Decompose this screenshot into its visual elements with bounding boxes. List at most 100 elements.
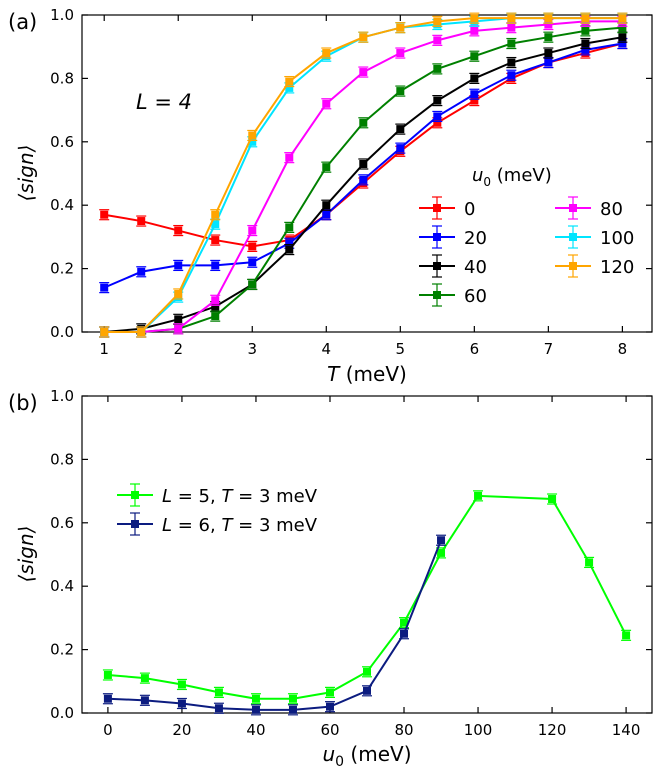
- y-tick-label: 1.0: [50, 387, 74, 405]
- y-tick-label: 0.0: [50, 704, 74, 722]
- annotation-text: L = 4: [136, 90, 192, 114]
- x-tick-label: 6: [470, 340, 480, 358]
- data-point: [544, 58, 553, 67]
- x-axis-label-a: T (meV): [327, 362, 407, 386]
- data-point: [322, 99, 331, 108]
- panel-b: (b) u0 (meV) ⟨sign⟩ 0 20 40 60 80 100 120 140 0.…: [8, 387, 653, 770]
- legend-item-40: 40: [419, 254, 487, 278]
- data-point: [507, 23, 516, 32]
- legend-label-part: = 5,: [172, 486, 221, 507]
- data-point: [618, 23, 627, 32]
- data-point: [433, 36, 442, 45]
- legend-title: u0 (meV): [472, 165, 552, 189]
- legend-marker: [433, 291, 441, 299]
- legend-label: 60: [464, 286, 487, 307]
- data-point: [622, 631, 631, 640]
- data-point: [474, 491, 483, 500]
- data-point: [437, 536, 446, 545]
- x-tick-label: 1: [99, 340, 109, 358]
- panel-b-label: (b): [8, 391, 38, 415]
- data-point: [140, 696, 149, 705]
- data-point: [285, 245, 294, 254]
- x-axis-label-b: u0 (meV): [322, 742, 411, 770]
- x-tick-label: 2: [173, 340, 183, 358]
- data-point: [174, 289, 183, 298]
- y-tick-label: 0.6: [50, 133, 74, 151]
- x-tick-label: 80: [394, 721, 413, 739]
- data-point: [248, 280, 257, 289]
- data-point: [363, 686, 371, 695]
- legend-a: u0 (meV) 0 20 40 60 80 100 120: [419, 165, 634, 307]
- data-point: [137, 217, 146, 226]
- annotation-l4: L = 4: [136, 90, 192, 114]
- x-tick-label: 120: [538, 721, 567, 739]
- legend-label-part: = 3 meV: [232, 515, 317, 536]
- data-point: [470, 90, 479, 99]
- legend-label: L = 5, T = 3 meV: [162, 486, 318, 507]
- data-point: [433, 112, 442, 121]
- legend-item-b-1: L = 6, T = 3 meV: [117, 512, 318, 536]
- legend-label-part: L: [162, 515, 172, 536]
- legend-label: 100: [600, 228, 634, 249]
- data-point: [433, 118, 442, 127]
- series-line: [107, 539, 442, 711]
- legend-marker: [433, 233, 441, 241]
- data-point: [470, 14, 479, 23]
- data-point: [470, 26, 479, 35]
- data-point: [325, 688, 334, 697]
- legend-marker: [569, 204, 577, 212]
- data-point: [177, 680, 186, 689]
- x-tick-label: 7: [544, 340, 554, 358]
- data-point: [174, 261, 183, 270]
- data-point: [396, 23, 405, 32]
- data-point: [400, 618, 409, 627]
- data-point: [359, 118, 368, 127]
- data-point: [100, 328, 109, 336]
- x-tick-label: 140: [612, 721, 641, 739]
- data-point: [137, 328, 146, 336]
- data-point: [248, 242, 257, 251]
- data-point: [103, 694, 112, 703]
- data-point: [248, 226, 257, 235]
- legend-item-60: 60: [419, 283, 487, 307]
- x-tick-label: 60: [320, 721, 339, 739]
- data-point: [211, 312, 220, 321]
- y-axis-label-b: ⟨sign⟩: [14, 526, 38, 583]
- data-point: [285, 77, 294, 86]
- x-tick-label: 8: [618, 340, 628, 358]
- series-60: [99, 22, 628, 338]
- data-point: [322, 210, 331, 219]
- data-point: [548, 495, 557, 504]
- data-point: [470, 96, 479, 105]
- data-point: [211, 236, 220, 245]
- data-point: [174, 226, 183, 235]
- data-point: [507, 71, 516, 80]
- data-point: [400, 629, 409, 638]
- data-point: [285, 153, 294, 162]
- data-point: [507, 14, 516, 23]
- y-tick-label: 0.2: [50, 641, 74, 659]
- data-point: [211, 296, 220, 305]
- legend-marker: [131, 520, 139, 528]
- legend-marker: [569, 233, 577, 241]
- panel-a: (a) L = 4 T (meV) ⟨sign⟩ 1 2 3 4 5 6 7 8 0.0 0.2 0…: [8, 6, 653, 386]
- legend-item-120: 120: [555, 254, 634, 278]
- legend-label-part: L: [162, 486, 172, 507]
- data-point: [363, 667, 371, 676]
- legend-item-b-0: L = 5, T = 3 meV: [117, 483, 318, 507]
- legend-item-0: 0: [419, 196, 475, 220]
- data-point: [248, 137, 257, 146]
- legend-label-part: = 3 meV: [232, 486, 317, 507]
- data-point: [285, 223, 294, 232]
- legend-label-part: = 6,: [172, 515, 221, 536]
- data-point: [137, 267, 146, 276]
- data-point: [140, 674, 149, 683]
- legend-label: 40: [464, 257, 487, 278]
- series-L-5-T-3-meV: [102, 490, 632, 705]
- y-axis-label-a: ⟨sign⟩: [14, 145, 38, 202]
- legend-label: 80: [600, 199, 623, 220]
- data-point: [396, 144, 405, 153]
- data-point: [470, 74, 479, 83]
- data-point: [177, 699, 186, 708]
- legend-label: 120: [600, 257, 634, 278]
